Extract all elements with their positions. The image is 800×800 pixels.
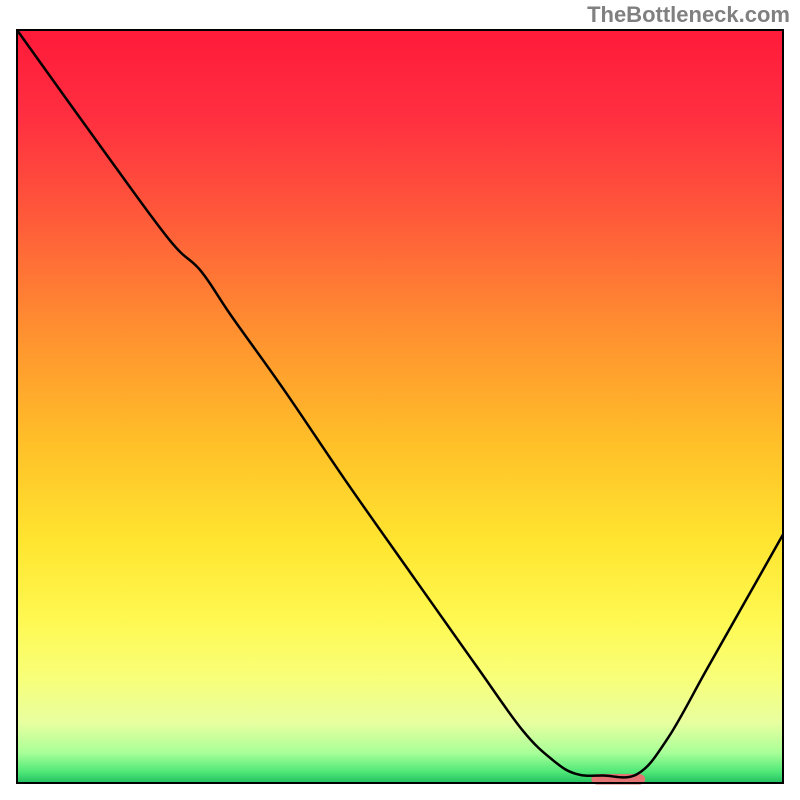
- plot-background: [17, 30, 783, 783]
- bottleneck-chart: [0, 0, 800, 800]
- chart-container: { "watermark": { "text": "TheBottleneck.…: [0, 0, 800, 800]
- watermark-text: TheBottleneck.com: [587, 2, 790, 28]
